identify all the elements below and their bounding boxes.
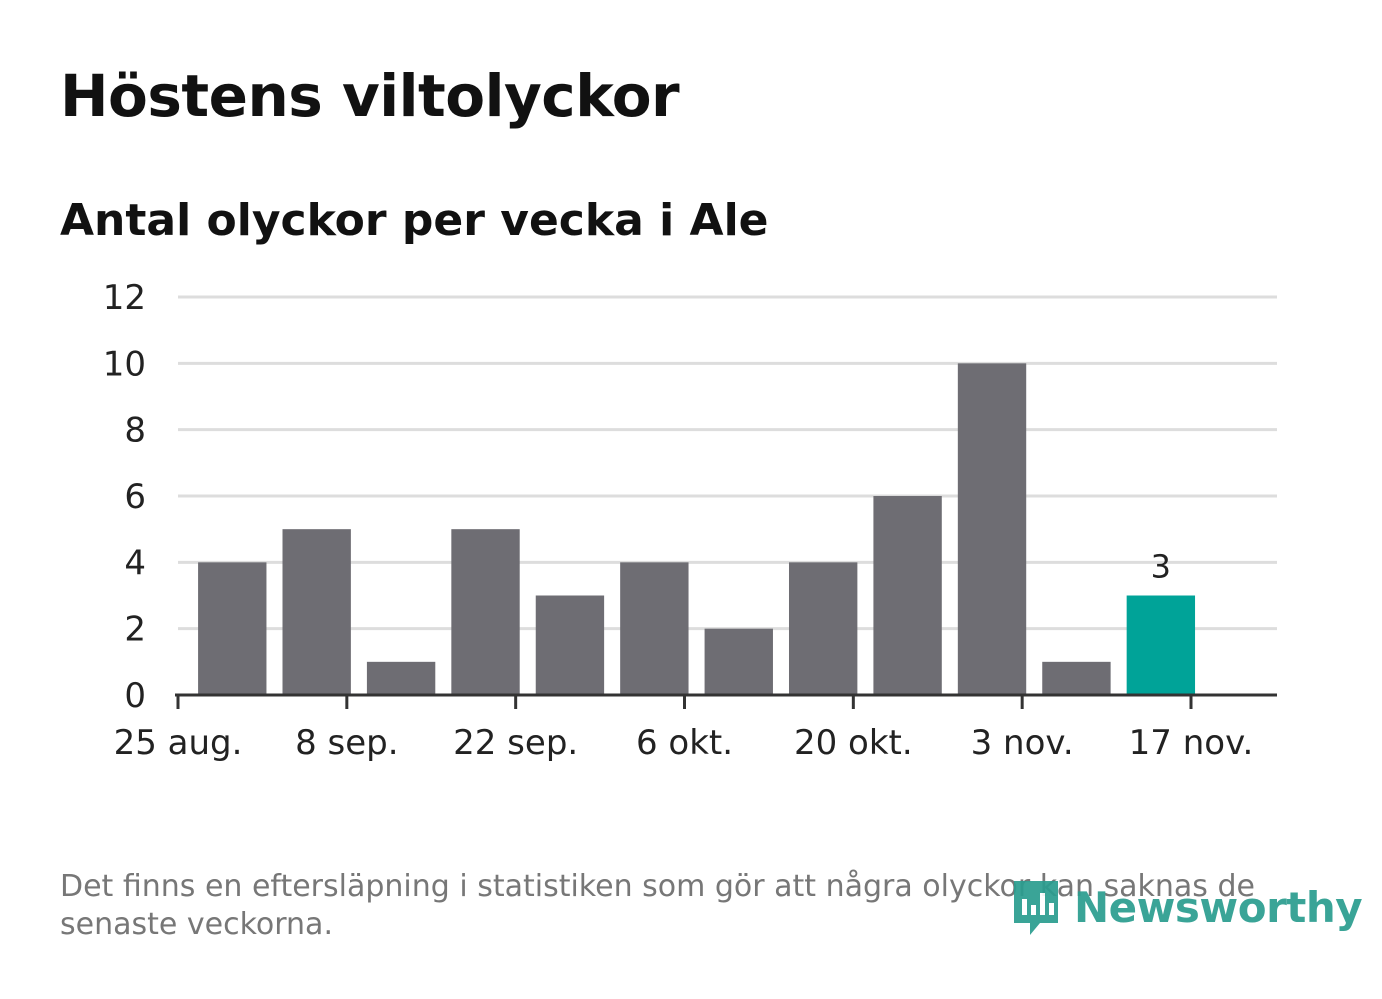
chart-subtitle: Antal olyckor per vecka i Ale (60, 195, 769, 246)
axes (175, 693, 1277, 709)
y-tick-label: 8 (124, 411, 146, 451)
bar (535, 595, 605, 695)
y-tick-label: 6 (124, 477, 146, 517)
x-tick-label: 22 sep. (453, 723, 578, 763)
data-label: 3 (1151, 548, 1171, 586)
x-tick-label: 6 okt. (636, 723, 733, 763)
bar (704, 628, 773, 695)
bar (198, 562, 267, 695)
y-tick-label: 0 (124, 676, 146, 716)
y-tick-label: 12 (103, 278, 146, 318)
bar (451, 529, 520, 695)
bar-chart-speech-bubble-icon (1014, 881, 1058, 935)
bar (366, 661, 436, 695)
labels: 0 2 4 6 8 10 12 3 25 aug. 8 sep. 22 sep. 6 okt. 20 o… (103, 278, 1254, 763)
x-tick-label: 17 nov. (1129, 723, 1254, 763)
y-tick-label: 2 (124, 610, 146, 650)
x-tick-label: 3 nov. (971, 723, 1074, 763)
y-tick-label: 4 (124, 543, 146, 583)
brand-logo: Newsworthy (1010, 875, 1363, 939)
bar (620, 562, 689, 695)
y-tick-label: 10 (103, 344, 146, 384)
brand-name: Newsworthy (1074, 882, 1363, 932)
bar (282, 529, 351, 695)
x-tick-label: 8 sep. (295, 723, 398, 763)
chart-title: Höstens viltolyckor (60, 62, 680, 130)
bar (957, 363, 1027, 695)
bar (1126, 595, 1196, 695)
bar (873, 496, 942, 695)
x-tick-label: 25 aug. (114, 723, 243, 763)
bars (198, 363, 1196, 695)
x-tick-label: 20 okt. (794, 723, 913, 763)
bar (1042, 661, 1111, 695)
bar (788, 562, 858, 695)
